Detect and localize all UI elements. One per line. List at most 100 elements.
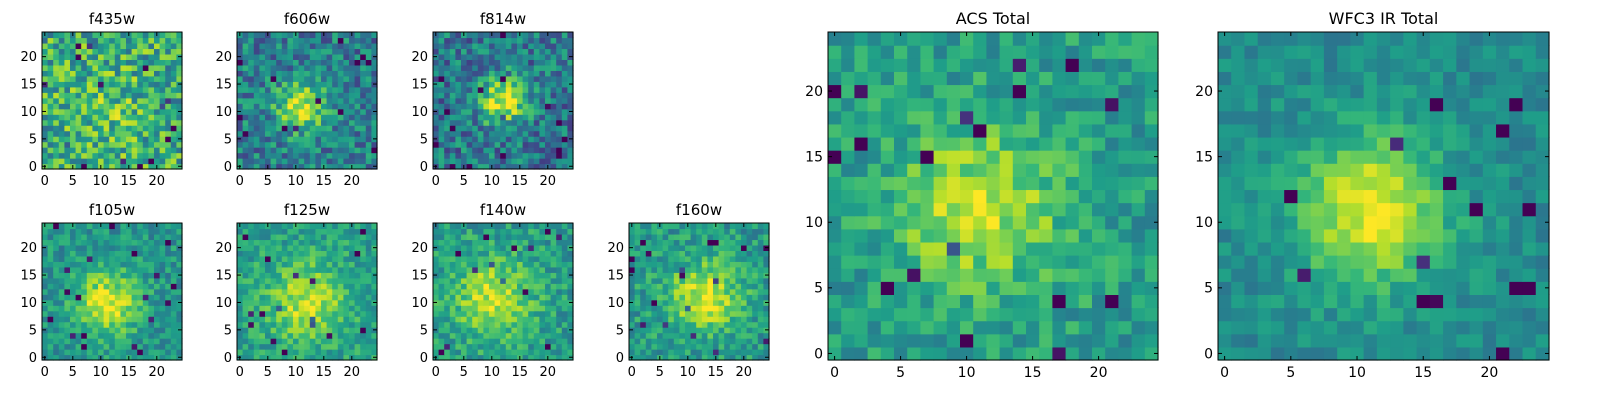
heatmap-cell <box>165 223 171 229</box>
heatmap-cell <box>483 316 489 322</box>
heatmap-cell <box>259 92 265 98</box>
heatmap-cell <box>495 305 501 311</box>
heatmap-cell <box>685 349 691 355</box>
heatmap-cell <box>64 311 70 317</box>
heatmap-cell <box>327 48 333 54</box>
heatmap-cell <box>741 228 747 234</box>
heatmap-cell <box>321 250 327 256</box>
heatmap-cell <box>154 142 160 148</box>
heatmap-cell <box>98 344 104 350</box>
heatmap-cell <box>87 294 93 300</box>
heatmap-cell <box>551 267 557 273</box>
heatmap-cell <box>259 234 265 240</box>
heatmap-cell <box>299 120 305 126</box>
heatmap-cell <box>92 300 98 306</box>
heatmap-cell <box>556 120 562 126</box>
heatmap-cell <box>713 228 719 234</box>
heatmap-cell <box>148 311 154 317</box>
heatmap-cell <box>137 87 143 93</box>
heatmap-cell <box>126 125 132 131</box>
heatmap-cell <box>629 228 635 234</box>
heatmap-cell <box>562 228 568 234</box>
heatmap-cell <box>455 289 461 295</box>
heatmap-cell <box>854 347 868 361</box>
heatmap-cell <box>528 109 534 115</box>
heatmap-cell <box>894 163 908 177</box>
heatmap-cell <box>894 176 908 190</box>
heatmap-cell <box>355 300 361 306</box>
heatmap-cell <box>299 223 305 229</box>
heatmap-cell <box>265 125 271 131</box>
heatmap-cell <box>282 43 288 49</box>
heatmap-cell <box>545 48 551 54</box>
heatmap-cell <box>53 103 59 109</box>
heatmap-cell <box>523 87 529 93</box>
heatmap-cell <box>506 261 512 267</box>
heatmap-cell <box>467 32 473 38</box>
heatmap-cell <box>907 242 921 256</box>
heatmap-cell <box>98 267 104 273</box>
heatmap-cell <box>511 131 517 137</box>
heatmap-cell <box>276 322 282 328</box>
y-tick-label: 15 <box>20 78 37 93</box>
heatmap-cell <box>332 311 338 317</box>
heatmap-cell <box>237 316 243 322</box>
heatmap-cell <box>640 333 646 339</box>
heatmap-cell <box>265 272 271 278</box>
y-tick-label: 10 <box>215 105 232 120</box>
heatmap-cell <box>735 261 741 267</box>
heatmap-cell <box>248 316 254 322</box>
heatmap-cell <box>528 333 534 339</box>
heatmap-cell <box>534 32 540 38</box>
heatmap-cell <box>679 278 685 284</box>
heatmap-cell <box>315 43 321 49</box>
heatmap-cell <box>81 338 87 344</box>
heatmap-cell <box>53 48 59 54</box>
heatmap-cell <box>635 344 641 350</box>
heatmap-cell <box>747 300 753 306</box>
heatmap-cell <box>332 142 338 148</box>
heatmap-cell <box>271 76 277 82</box>
heatmap-cell <box>154 76 160 82</box>
heatmap-cell <box>450 311 456 317</box>
heatmap-cell <box>48 239 54 245</box>
heatmap-cell <box>76 87 82 93</box>
heatmap-cell <box>287 256 293 262</box>
heatmap-cell <box>702 245 708 251</box>
heatmap-cell <box>691 311 697 317</box>
heatmap-cell <box>506 283 512 289</box>
heatmap-cell <box>545 103 551 109</box>
heatmap-cell <box>1000 150 1014 164</box>
heatmap-cell <box>92 125 98 131</box>
heatmap-cell <box>439 223 445 229</box>
heatmap-cell <box>332 261 338 267</box>
heatmap-cell <box>495 43 501 49</box>
heatmap-cell <box>556 234 562 240</box>
heatmap-cell <box>986 281 1000 295</box>
heatmap-cell <box>450 283 456 289</box>
heatmap-cell <box>478 322 484 328</box>
heatmap-cell <box>171 131 177 137</box>
heatmap-cell <box>265 250 271 256</box>
heatmap-cell <box>747 333 753 339</box>
heatmap-cell <box>523 305 529 311</box>
heatmap-cell <box>304 338 310 344</box>
heatmap-cell <box>752 349 758 355</box>
heatmap-cell <box>160 76 166 82</box>
heatmap-cell <box>523 48 529 54</box>
heatmap-cell <box>920 255 934 269</box>
heatmap-cell <box>360 228 366 234</box>
heatmap-cell <box>635 322 641 328</box>
heatmap-cell <box>120 278 126 284</box>
heatmap-cell <box>248 70 254 76</box>
heatmap-cell <box>332 223 338 229</box>
heatmap-cell <box>76 114 82 120</box>
heatmap-cell <box>115 245 121 251</box>
heatmap-cell <box>132 76 138 82</box>
heatmap-cell <box>109 131 115 137</box>
heatmap-cell <box>545 109 551 115</box>
heatmap-cell <box>315 322 321 328</box>
heatmap-cell <box>495 300 501 306</box>
heatmap-cell <box>674 272 680 278</box>
